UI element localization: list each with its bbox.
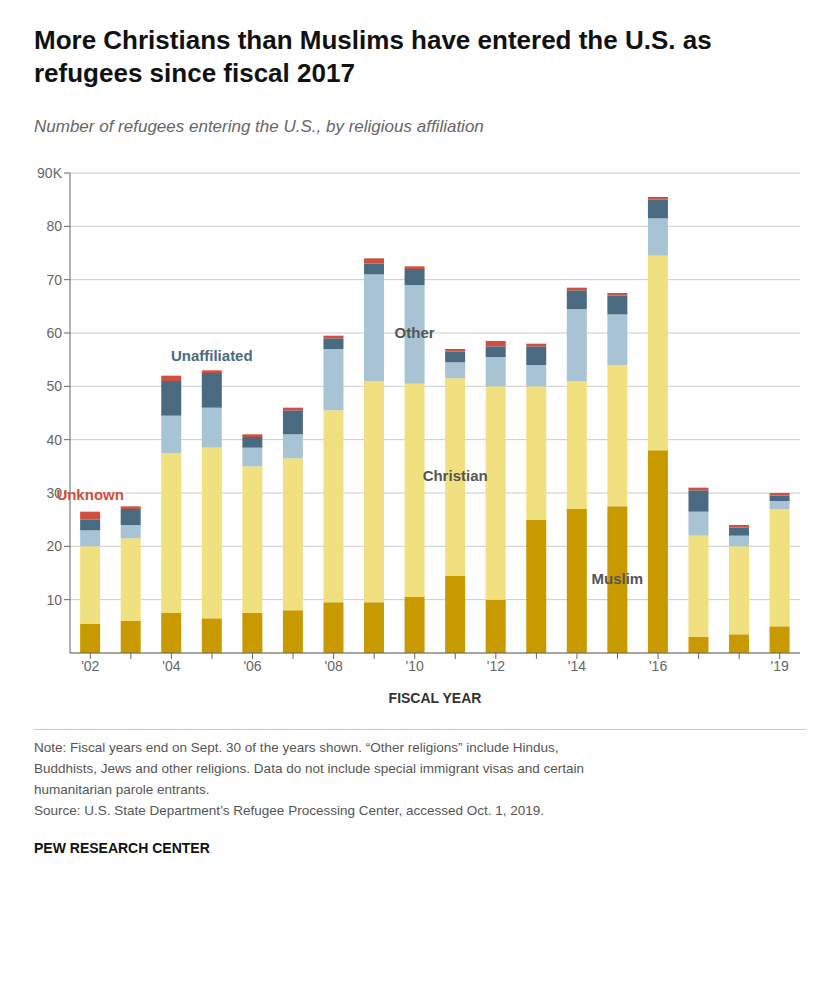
- svg-text:Other: Other: [395, 324, 435, 341]
- svg-text:'06: '06: [243, 658, 261, 674]
- svg-text:'02: '02: [81, 658, 99, 674]
- svg-text:'16: '16: [649, 658, 667, 674]
- svg-text:'12: '12: [487, 658, 505, 674]
- svg-text:FISCAL YEAR: FISCAL YEAR: [389, 690, 482, 706]
- svg-text:'14: '14: [568, 658, 586, 674]
- svg-text:20: 20: [46, 538, 62, 554]
- svg-text:'19: '19: [771, 658, 789, 674]
- svg-text:'10: '10: [406, 658, 424, 674]
- svg-text:Christian: Christian: [423, 467, 488, 484]
- svg-text:Unaffiliated: Unaffiliated: [171, 347, 253, 364]
- html-text:Note: Fiscal years end on Sept: Note: Fiscal years end on Sept. 30 of th…: [34, 740, 584, 818]
- svg-text:Muslim: Muslim: [592, 570, 644, 587]
- svg-text:40: 40: [46, 432, 62, 448]
- html-text:PEW RESEARCH CENTER: PEW RESEARCH CENTER: [34, 839, 210, 856]
- svg-text:Unknown: Unknown: [56, 486, 124, 503]
- svg-text:30: 30: [46, 485, 62, 501]
- svg-text:10: 10: [46, 592, 62, 608]
- svg-text:'08: '08: [324, 658, 342, 674]
- svg-text:60: 60: [46, 325, 62, 341]
- html-text:Number of refugees entering th: Number of refugees entering the U.S., by…: [34, 117, 484, 136]
- html-text:More Christians than Muslims h: More Christians than Muslims have entere…: [34, 25, 712, 88]
- svg-text:90K: 90K: [37, 165, 63, 181]
- svg-text:80: 80: [46, 218, 62, 234]
- svg-text:50: 50: [46, 378, 62, 394]
- svg-text:70: 70: [46, 272, 62, 288]
- svg-text:'04: '04: [162, 658, 180, 674]
